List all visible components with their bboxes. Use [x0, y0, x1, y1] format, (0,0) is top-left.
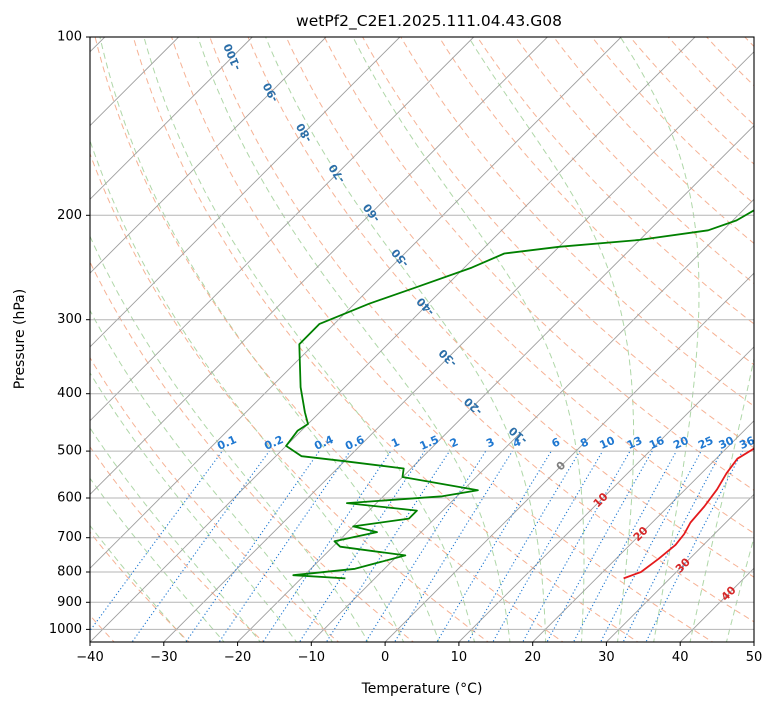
y-tick-label: 700 [57, 530, 82, 545]
x-tick-label: 40 [672, 650, 689, 665]
isotherm-line [90, 37, 622, 569]
isotherm-line [90, 37, 696, 642]
moist-adiabat-line [90, 235, 369, 642]
dry-adiabat-line [90, 260, 415, 642]
isotherm-line [90, 37, 475, 422]
plot-frame [89, 36, 755, 643]
skewed-isotherms [90, 37, 754, 642]
isobars [90, 37, 754, 630]
y-tick-label: 500 [57, 444, 82, 459]
mixing-ratio-line [522, 450, 631, 642]
y-tick-label: 900 [57, 595, 82, 610]
x-tick-label: 30 [598, 650, 615, 665]
x-tick-label: 0 [381, 650, 389, 665]
x-tick-label: 10 [451, 650, 468, 665]
mixing-ratio-line [325, 450, 450, 642]
mixing-ratio-label: 16 [647, 434, 667, 452]
y-axis: 100 200 300 400 500 600 700 800 900 1000 [49, 30, 90, 637]
mixing-ratio-label: 20 [671, 434, 691, 452]
x-tick-label: −30 [150, 650, 177, 665]
mixing-ratio-line [436, 450, 552, 642]
moist-adiabat-line [90, 139, 405, 642]
temperature-profile-line [623, 447, 754, 580]
isotherm-line [90, 37, 327, 274]
mixing-ratio-line [218, 450, 351, 642]
isotherm-line [163, 51, 754, 642]
mixing-ratio-label: 36 [737, 434, 757, 452]
mixing-ratio-line [467, 450, 581, 642]
mixing-ratio-label: 13 [625, 434, 644, 452]
mixing-ratio-label: 25 [696, 434, 715, 452]
x-axis-label: Temperature (°C) [361, 681, 483, 697]
mixing-ratio-line [185, 450, 320, 642]
isotherm-line [458, 346, 754, 642]
y-tick-label: 100 [57, 30, 82, 45]
isotherm-line [384, 272, 754, 642]
isotherm-line [90, 37, 253, 200]
x-axis: −40 −30 −20 −10 0 10 20 30 40 50 [76, 642, 762, 665]
mixing-ratio-line [546, 450, 653, 642]
mixing-ratio-line [298, 450, 426, 642]
mixing-ratio-label: 30 [717, 434, 737, 452]
isotherm-line [606, 493, 754, 642]
isotherm-line [90, 37, 548, 496]
isotherm-line [310, 198, 754, 642]
isotherm-line [532, 420, 754, 642]
y-tick-label: 800 [57, 565, 82, 580]
mixing-ratio-label: 10 [598, 434, 618, 452]
mixing-ratio-line [645, 450, 743, 642]
isotherm-line [90, 37, 401, 348]
profile-series [285, 208, 754, 580]
y-tick-label: 1000 [49, 622, 82, 637]
y-axis-label: Pressure (hPa) [12, 289, 28, 389]
x-tick-label: −10 [298, 650, 325, 665]
dry-adiabat-line [90, 152, 490, 642]
y-tick-label: 200 [57, 208, 82, 223]
mixing-ratio-line [131, 450, 270, 642]
mixing-ratio-line [492, 450, 604, 642]
y-tick-label: 400 [57, 386, 82, 401]
x-tick-label: 20 [524, 650, 541, 665]
chart-title: wetPf2_C2E1.2025.111.04.43.G08 [296, 12, 562, 31]
mixing-ratio-line [90, 450, 223, 632]
y-tick-label: 600 [57, 491, 82, 506]
mixing-ratio-line [572, 450, 677, 642]
y-tick-label: 300 [57, 312, 82, 327]
dry-adiabat-line [476, 37, 754, 325]
x-tick-label: 50 [746, 650, 763, 665]
x-tick-label: −20 [224, 650, 251, 665]
mixing-ratio-line [262, 450, 392, 642]
dewpoint-profile-line [285, 208, 754, 580]
x-tick-label: −40 [76, 650, 103, 665]
